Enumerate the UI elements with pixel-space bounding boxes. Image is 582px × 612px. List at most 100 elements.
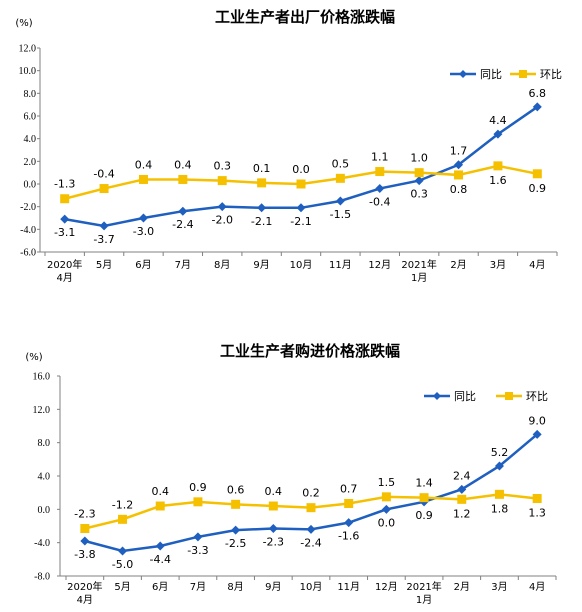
data-point bbox=[268, 524, 278, 533]
data-point bbox=[419, 493, 429, 503]
x-tick-label: 9月 bbox=[265, 581, 281, 593]
y-tick-label: 0.0 bbox=[24, 180, 37, 191]
data-label: 1.3 bbox=[528, 507, 546, 520]
data-point bbox=[457, 494, 467, 504]
data-point bbox=[178, 174, 188, 184]
data-label: 0.1 bbox=[253, 162, 271, 175]
data-point bbox=[155, 501, 165, 511]
x-tick-label: 5月 bbox=[96, 259, 112, 271]
data-label: -3.7 bbox=[93, 233, 114, 246]
data-point bbox=[532, 169, 542, 179]
data-label: -2.3 bbox=[74, 508, 95, 521]
x-tick-label: 8月 bbox=[214, 259, 230, 271]
series-mom: -2.3 -1.2 0.4 0.9 0.6 0.4 0.2 0.7 1.5 1.4 1.2 1.8 1.… bbox=[74, 476, 546, 533]
y-tick-label: -2.0 bbox=[20, 202, 36, 213]
data-label: 0.3 bbox=[410, 188, 428, 201]
chart-2: 工业生产者购进价格涨跌幅 (%) 16.0 12.0 8.0 4.0 0.0 -4.0 -8.0… bbox=[25, 342, 557, 606]
x-tick-label: 2月 bbox=[454, 581, 470, 593]
data-label: 6.8 bbox=[529, 87, 547, 100]
data-point bbox=[217, 176, 227, 186]
x-tick-label: 7月 bbox=[175, 259, 191, 271]
data-label: -2.4 bbox=[300, 536, 321, 549]
legend-label: 同比 bbox=[454, 390, 476, 403]
data-label: 1.2 bbox=[453, 507, 471, 520]
data-label: 0.4 bbox=[174, 158, 192, 171]
x-tick-label: 10月 bbox=[290, 259, 313, 271]
data-point bbox=[335, 173, 345, 183]
data-point bbox=[138, 174, 148, 184]
data-point bbox=[454, 170, 464, 180]
data-label: 1.8 bbox=[491, 502, 509, 515]
data-point bbox=[60, 194, 70, 204]
data-label: 0.0 bbox=[292, 163, 310, 176]
data-label: 0.4 bbox=[135, 158, 153, 171]
chart-1: 工业生产者出厂价格涨跌幅 (%) 12.0 10.0 8.0 6.0 4.0 2.0 0.0 -2… bbox=[15, 8, 562, 284]
data-point bbox=[375, 184, 385, 194]
y-tick-label: -4.0 bbox=[34, 538, 50, 549]
data-point bbox=[257, 203, 267, 213]
x-tick-label: 5月 bbox=[114, 581, 130, 593]
data-point bbox=[231, 525, 241, 535]
data-label: -0.4 bbox=[369, 196, 390, 209]
data-label: 0.6 bbox=[227, 483, 245, 496]
x-tick-label: 2020年 4月 bbox=[47, 258, 82, 284]
data-point bbox=[296, 203, 306, 213]
data-label: -3.3 bbox=[187, 544, 208, 557]
x-tick-label: 4月 bbox=[529, 259, 545, 271]
data-label: 0.4 bbox=[151, 485, 169, 498]
data-point bbox=[193, 532, 203, 542]
data-label: 1.1 bbox=[371, 151, 389, 164]
data-label: -2.1 bbox=[290, 215, 311, 228]
data-label: 2.4 bbox=[453, 469, 471, 482]
x-tick-label: 2020年 4月 bbox=[67, 580, 102, 606]
y-tick-label: -6.0 bbox=[20, 248, 36, 259]
data-label: 9.0 bbox=[528, 414, 546, 427]
data-label: -2.1 bbox=[251, 215, 272, 228]
data-label: -0.4 bbox=[93, 168, 114, 181]
x-tick-label: 9月 bbox=[253, 259, 269, 271]
data-label: -3.1 bbox=[54, 226, 75, 239]
data-label: 4.4 bbox=[489, 114, 507, 127]
data-point bbox=[494, 489, 504, 499]
y-tick-label: 12.0 bbox=[33, 405, 51, 416]
data-label: -2.4 bbox=[172, 218, 193, 231]
data-point bbox=[344, 518, 354, 528]
y-tick-label: 8.0 bbox=[24, 89, 37, 100]
data-point bbox=[335, 196, 345, 206]
x-tick-label: 8月 bbox=[227, 581, 243, 593]
legend-label: 环比 bbox=[540, 68, 562, 81]
data-point bbox=[80, 536, 90, 546]
data-point bbox=[532, 102, 542, 112]
data-label: -1.5 bbox=[330, 208, 351, 221]
data-point bbox=[118, 514, 128, 524]
chart-title: 工业生产者购进价格涨跌幅 bbox=[220, 342, 400, 360]
y-tick-label: 10.0 bbox=[19, 66, 37, 77]
data-point bbox=[494, 461, 504, 471]
data-label: 0.9 bbox=[415, 509, 433, 522]
x-tick-label: 7月 bbox=[190, 581, 206, 593]
y-tick-label: 16.0 bbox=[33, 372, 51, 383]
x-tick-label: 2月 bbox=[450, 259, 466, 271]
legend-label: 同比 bbox=[480, 68, 502, 81]
data-label: 0.2 bbox=[302, 487, 320, 500]
legend-label: 环比 bbox=[526, 390, 548, 403]
y-tick-label: 12.0 bbox=[19, 44, 37, 55]
data-label: 0.9 bbox=[529, 182, 547, 195]
data-label: 1.4 bbox=[415, 477, 433, 490]
data-point bbox=[217, 202, 227, 212]
series-yoy: -3.8 -5.0 -4.4 -3.3 -2.5 -2.3 -2.4 -1.6 0.0 0.9 2.… bbox=[74, 414, 546, 571]
data-point bbox=[532, 429, 542, 439]
data-point bbox=[155, 541, 165, 551]
data-label: -3.8 bbox=[74, 548, 95, 561]
y-unit-label: (%) bbox=[25, 352, 42, 363]
data-label: -2.0 bbox=[211, 214, 232, 227]
data-point bbox=[375, 167, 385, 177]
data-label: 1.7 bbox=[450, 145, 468, 158]
data-point bbox=[257, 178, 267, 188]
data-point bbox=[99, 184, 109, 194]
y-tick-label: 2.0 bbox=[24, 157, 37, 168]
data-point bbox=[60, 214, 70, 224]
data-point bbox=[454, 160, 464, 170]
data-label: -1.6 bbox=[338, 530, 359, 543]
series-mom: -1.3 -0.4 0.4 0.4 0.3 0.1 0.0 0.5 1.1 1.0 0.8 1.6 0.… bbox=[54, 151, 546, 204]
